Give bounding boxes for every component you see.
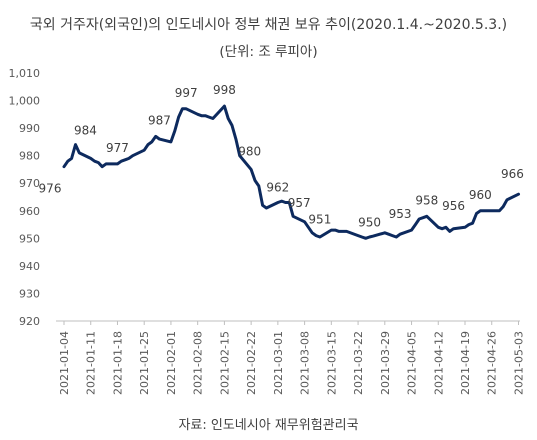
data-label: 976 <box>39 182 62 196</box>
data-label: 958 <box>415 193 438 207</box>
y-tick-label: 920 <box>19 315 40 328</box>
x-tick-label: 2021-01-04 <box>58 331 71 395</box>
y-tick-label: 1,000 <box>9 95 41 108</box>
chart-subtitle: (단위: 조 루피아) <box>219 44 318 60</box>
x-tick-label: 2021-01-18 <box>111 331 124 395</box>
data-label: 960 <box>469 188 492 202</box>
data-label: 966 <box>501 167 524 181</box>
x-tick-label: 2021-04-12 <box>432 331 445 395</box>
data-label: 980 <box>238 145 261 159</box>
data-label: 956 <box>442 199 465 213</box>
data-label: 957 <box>288 196 311 210</box>
x-tick-label: 2021-03-29 <box>379 331 392 395</box>
y-tick-label: 970 <box>19 177 40 190</box>
y-tick-label: 980 <box>19 150 40 163</box>
x-tick-label: 2021-02-22 <box>245 331 258 395</box>
chart-title: 국외 거주자(외국인)의 인도네시아 정부 채권 보유 추이(2020.1.4.… <box>29 17 508 33</box>
x-tick-label: 2021-04-26 <box>486 331 499 395</box>
x-tick-label: 2021-03-08 <box>299 331 312 395</box>
data-label: 977 <box>106 141 129 155</box>
chart-source: 자료: 인도네시아 재무위험관리국 <box>178 418 359 433</box>
y-tick-label: 990 <box>19 122 40 135</box>
x-tick-label: 2021-03-15 <box>325 331 338 395</box>
data-label: 987 <box>148 113 171 127</box>
data-label: 984 <box>74 124 97 138</box>
y-tick-label: 1,010 <box>9 67 41 80</box>
x-tick-label: 2021-01-11 <box>85 331 98 395</box>
y-tick-label: 930 <box>19 287 40 300</box>
x-tick-label: 2021-02-01 <box>165 331 178 395</box>
series-line <box>62 104 520 240</box>
data-label: 950 <box>358 215 381 229</box>
data-label: 951 <box>308 213 331 227</box>
x-tick-label: 2021-02-15 <box>218 331 231 395</box>
data-label: 953 <box>389 207 412 221</box>
x-tick-label: 2021-01-25 <box>138 331 151 395</box>
data-label: 997 <box>175 86 198 100</box>
x-tick-label: 2021-04-19 <box>459 331 472 395</box>
x-tick-label: 2021-02-08 <box>192 331 205 395</box>
data-label: 962 <box>266 180 289 194</box>
x-tick-label: 2021-05-03 <box>512 331 525 395</box>
x-tick-label: 2021-04-05 <box>406 331 419 395</box>
y-tick-label: 960 <box>19 205 40 218</box>
y-tick-label: 940 <box>19 260 40 273</box>
x-tick-label: 2021-03-01 <box>272 331 285 395</box>
y-tick-label: 950 <box>19 232 40 245</box>
x-tick-label: 2021-03-22 <box>352 331 365 395</box>
data-label: 998 <box>213 83 236 97</box>
